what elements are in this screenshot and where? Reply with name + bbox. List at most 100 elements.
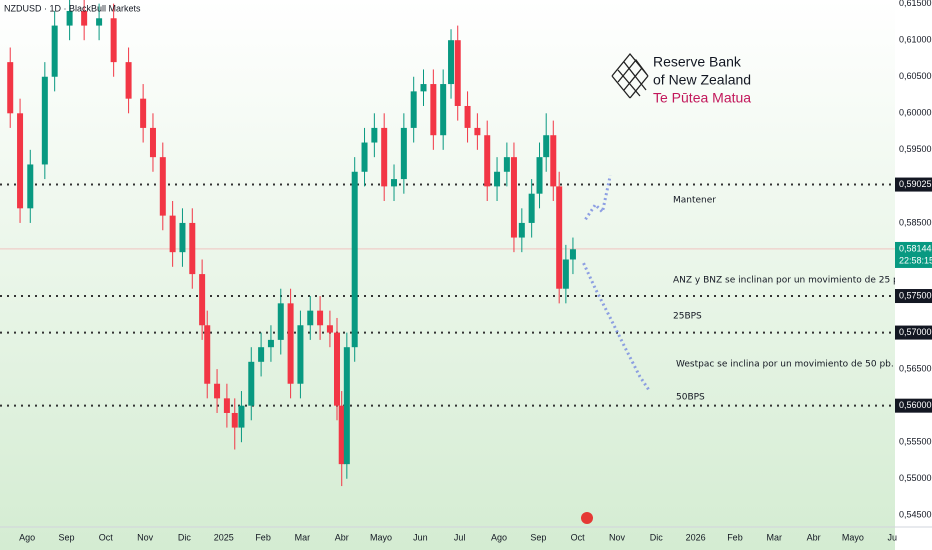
candle-body	[51, 25, 58, 77]
candle-body	[494, 171, 501, 187]
level-tag	[895, 177, 932, 192]
candle-body	[41, 76, 48, 165]
candle-body	[562, 259, 569, 289]
candle-body	[454, 40, 461, 106]
x-tick-label: Ju	[887, 532, 897, 542]
x-tick-label: Feb	[727, 532, 743, 542]
candle-body	[189, 222, 196, 275]
x-tick-label: Abr	[807, 532, 821, 542]
x-tick-label: Ago	[491, 532, 507, 542]
candle-body	[351, 171, 358, 348]
x-tick-label: 2025	[214, 532, 234, 542]
candle-body	[238, 405, 245, 428]
candle-body	[361, 142, 368, 172]
y-tick-label: 0,61000	[899, 35, 932, 45]
candle-body	[528, 193, 535, 223]
candle-body	[440, 84, 447, 136]
candle-body	[267, 339, 274, 348]
y-tick-label: 0,54500	[899, 510, 932, 520]
candle-body	[125, 62, 132, 99]
candle-body	[569, 249, 576, 260]
annotation: 50BPS	[676, 393, 705, 403]
logo-text: Te Pūtea Matua	[653, 90, 751, 106]
axes: Ago Sep Oct Nov Dic 2025 Feb Mar Abr Mayo Jun Jul Ag…	[19, 0, 932, 542]
candle-body	[430, 84, 437, 136]
candle-body	[503, 157, 510, 172]
candle-body	[371, 127, 378, 143]
candle-body	[258, 347, 265, 362]
candle-body	[223, 398, 230, 413]
x-tick-label: Oct	[99, 532, 114, 542]
logo: Reserve Bank of New Zealand Te Pūtea Mat…	[611, 52, 751, 106]
x-tick-label: Feb	[255, 532, 271, 542]
x-tick-label: Jun	[413, 532, 428, 542]
candle-body	[149, 127, 156, 158]
candle-body	[204, 325, 211, 384]
x-tick-label: Ago	[19, 532, 35, 542]
level-tag	[895, 398, 932, 413]
annotation: Westpac se inclina por un movimiento de …	[676, 360, 894, 370]
chart-title: NZDUSD · 1D · BlackBull Markets	[4, 3, 141, 13]
candle-body	[338, 405, 345, 465]
x-tick-label: Sep	[58, 532, 74, 542]
x-tick-label: Nov	[609, 532, 626, 542]
candle-body	[231, 412, 238, 428]
candle-body	[334, 332, 341, 406]
candle-body	[510, 157, 517, 238]
candle-body	[96, 18, 103, 26]
candle-body	[159, 157, 166, 216]
candle-body	[287, 303, 294, 384]
level-label: 0,59025	[899, 179, 932, 189]
annotation: ANZ y BNZ se inclinan por un movimiento …	[673, 276, 907, 286]
level-tag	[895, 289, 932, 304]
x-tick-label: Oct	[571, 532, 586, 542]
event-icon[interactable]	[581, 512, 593, 524]
current-price-tag	[895, 241, 932, 268]
candle-body	[484, 135, 491, 187]
candle-body	[410, 91, 417, 128]
candle-body	[307, 310, 314, 326]
candle-body	[248, 361, 255, 406]
candle-body	[448, 40, 455, 85]
candle-body	[381, 127, 388, 187]
x-tick-label: Mayo	[370, 532, 392, 542]
x-tick-label: Dic	[650, 532, 663, 542]
candle-body	[17, 113, 24, 209]
candle-body	[297, 325, 304, 384]
y-tick-label: 0,55000	[899, 473, 932, 483]
y-tick-label: 0,60000	[899, 108, 932, 118]
candle-body	[550, 135, 557, 187]
candle-body	[277, 303, 284, 340]
candle-body	[169, 215, 176, 253]
candle-body	[518, 222, 525, 238]
price-axis	[895, 0, 932, 550]
candle-body	[556, 186, 563, 289]
level-label: 0,57000	[899, 327, 932, 337]
logo-text: Reserve Bank	[653, 54, 742, 70]
candle-body	[317, 310, 324, 326]
logo-mark	[611, 52, 649, 99]
candle-body	[543, 135, 550, 158]
current-price-label: 0,58144	[899, 243, 932, 253]
level-label: 0,57500	[899, 290, 932, 300]
x-tick-label: 2026	[686, 532, 706, 542]
candle-body	[343, 347, 350, 465]
y-tick-label: 0,58500	[899, 217, 932, 227]
candle-body	[110, 18, 117, 63]
x-tick-label: Mayo	[842, 532, 864, 542]
candle-body	[81, 10, 88, 26]
countdown: 22:58:15	[899, 255, 932, 265]
x-tick-label: Mar	[767, 532, 783, 542]
x-tick-label: Sep	[530, 532, 546, 542]
candle-body	[391, 179, 398, 187]
x-tick-label: Nov	[137, 532, 154, 542]
candle-body	[400, 127, 407, 180]
level-tag	[895, 325, 932, 340]
candle-body	[464, 105, 471, 128]
logo-text: of New Zealand	[653, 72, 751, 88]
y-tick-label: 0,59500	[899, 144, 932, 154]
candle-body	[66, 10, 73, 26]
level-label: 0,56000	[899, 400, 932, 410]
